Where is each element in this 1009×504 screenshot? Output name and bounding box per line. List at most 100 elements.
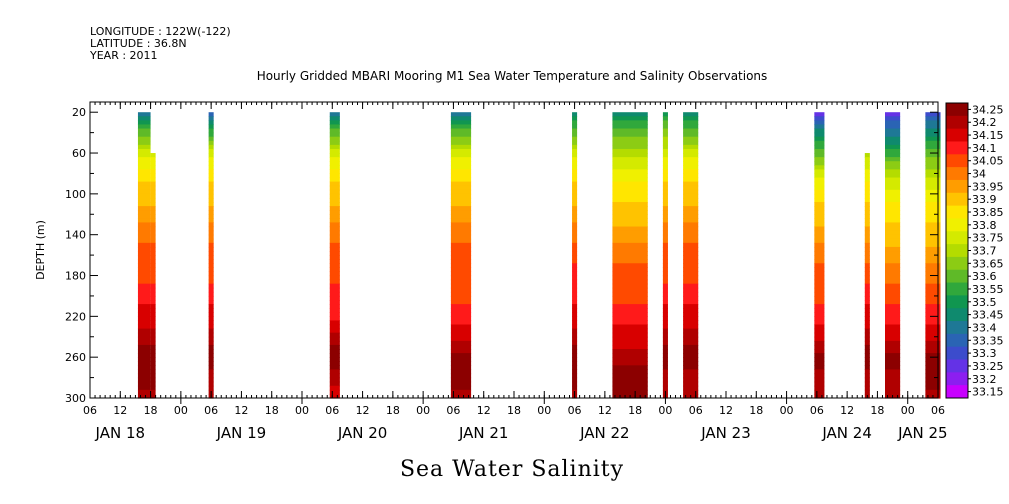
x-hour-label: 12: [719, 404, 733, 417]
salinity-cell: [925, 136, 941, 142]
salinity-profile-column: [864, 153, 870, 399]
salinity-cell: [814, 128, 825, 134]
salinity-cell: [137, 214, 151, 219]
salinity-cell: [450, 340, 472, 346]
salinity-cell: [150, 312, 156, 317]
salinity-cell: [329, 116, 340, 121]
salinity-cell: [885, 385, 901, 391]
salinity-cell: [137, 275, 151, 281]
salinity-cell: [208, 377, 214, 383]
salinity-cell: [683, 246, 699, 252]
salinity-cell: [450, 263, 472, 268]
salinity-cell: [329, 136, 340, 142]
salinity-cell: [814, 144, 825, 150]
salinity-cell: [450, 320, 472, 326]
salinity-cell: [572, 275, 578, 281]
salinity-cell: [885, 300, 901, 305]
colorbar-swatch: [946, 103, 968, 117]
salinity-cell: [150, 332, 156, 338]
salinity-cell: [137, 242, 151, 248]
salinity-cell: [612, 210, 648, 215]
salinity-cell: [572, 349, 578, 354]
salinity-cell: [662, 279, 668, 285]
salinity-cell: [450, 222, 472, 228]
salinity-cell: [885, 389, 901, 395]
salinity-cell: [683, 132, 699, 138]
salinity-cell: [137, 193, 151, 199]
x-day-label: JAN 18: [95, 424, 146, 442]
salinity-cell: [925, 263, 941, 268]
salinity-cell: [329, 332, 340, 338]
salinity-profile-column: [925, 112, 941, 399]
salinity-cell: [137, 255, 151, 260]
salinity-cell: [864, 255, 870, 260]
salinity-cell: [208, 312, 214, 317]
salinity-cell: [864, 214, 870, 219]
colorbar-label: 33.85: [972, 206, 1004, 219]
salinity-cell: [814, 169, 825, 175]
salinity-cell: [885, 157, 901, 162]
salinity-cell: [612, 206, 648, 211]
salinity-cell: [572, 369, 578, 375]
salinity-cell: [208, 263, 214, 268]
salinity-cell: [572, 279, 578, 285]
salinity-cell: [864, 242, 870, 248]
salinity-cell: [137, 304, 151, 309]
salinity-cell: [683, 140, 699, 146]
salinity-cell: [662, 259, 668, 264]
salinity-profile-column: [683, 112, 699, 399]
salinity-cell: [208, 336, 214, 342]
salinity-cell: [814, 193, 825, 199]
salinity-cell: [450, 210, 472, 215]
salinity-cell: [612, 165, 648, 170]
salinity-profile-column: [814, 112, 825, 399]
salinity-cell: [612, 271, 648, 277]
salinity-cell: [450, 132, 472, 138]
colorbar-swatch: [946, 308, 968, 322]
salinity-cell: [329, 263, 340, 268]
salinity-cell: [329, 344, 340, 350]
salinity-cell: [814, 214, 825, 219]
salinity-cell: [683, 336, 699, 342]
salinity-cell: [572, 177, 578, 183]
salinity-cell: [572, 157, 578, 162]
salinity-cell: [612, 177, 648, 183]
salinity-cell: [925, 226, 941, 232]
salinity-cell: [572, 112, 578, 117]
salinity-cell: [814, 291, 825, 297]
colorbar-swatch: [946, 385, 968, 399]
salinity-cell: [137, 393, 151, 399]
salinity-cell: [137, 381, 151, 387]
salinity-cell: [814, 242, 825, 248]
salinity-cell: [814, 381, 825, 387]
salinity-cell: [864, 234, 870, 240]
x-axis-title: Sea Water Salinity: [400, 457, 624, 482]
colorbar-label: 33.65: [972, 257, 1004, 270]
salinity-cell: [864, 340, 870, 346]
salinity-cell: [683, 189, 699, 195]
salinity-cell: [662, 332, 668, 338]
salinity-cell: [864, 181, 870, 187]
salinity-cell: [885, 312, 901, 317]
salinity-cell: [329, 267, 340, 273]
salinity-cell: [864, 222, 870, 228]
salinity-cell: [208, 267, 214, 273]
salinity-cell: [814, 177, 825, 183]
salinity-cell: [137, 287, 151, 293]
x-day-label: JAN 23: [700, 424, 751, 442]
salinity-profile-column: [208, 112, 214, 399]
salinity-cell: [572, 218, 578, 224]
salinity-cell: [150, 185, 156, 191]
salinity-cell: [683, 218, 699, 224]
salinity-cell: [208, 304, 214, 309]
salinity-cell: [612, 161, 648, 166]
salinity-cell: [814, 344, 825, 350]
salinity-cell: [572, 128, 578, 134]
salinity-cell: [450, 287, 472, 293]
x-hour-label: 18: [386, 404, 400, 417]
salinity-cell: [150, 344, 156, 350]
salinity-cell: [612, 153, 648, 158]
x-hour-label: 00: [901, 404, 915, 417]
salinity-cell: [329, 251, 340, 256]
salinity-cell: [572, 320, 578, 326]
